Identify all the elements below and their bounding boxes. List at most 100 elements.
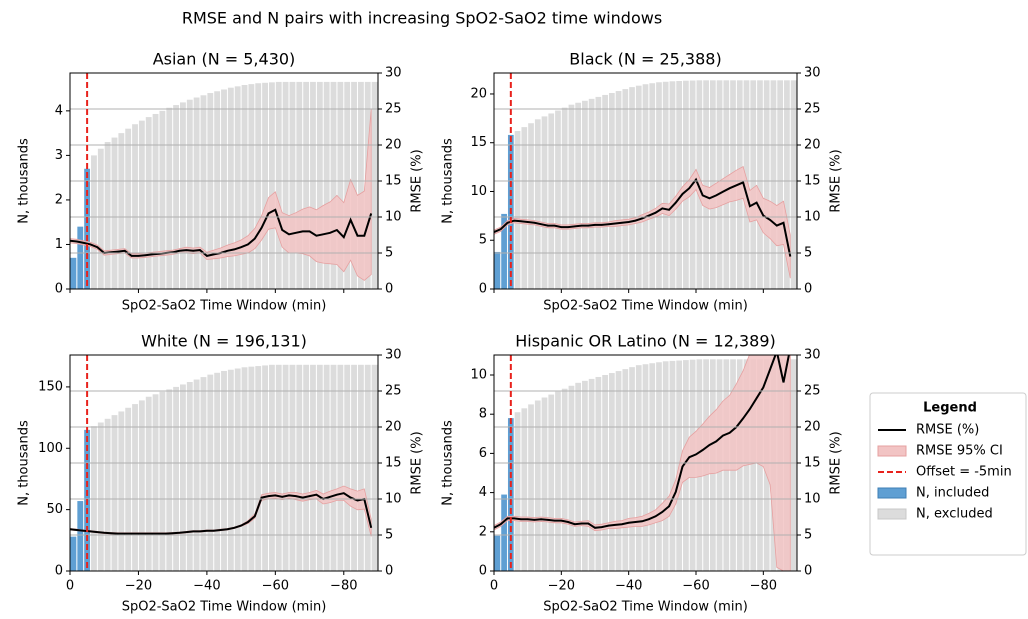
bar-excluded xyxy=(770,80,777,289)
bar-excluded xyxy=(234,86,241,289)
x-tick-label: −60 xyxy=(262,579,289,594)
bar-excluded xyxy=(635,365,642,571)
bar-excluded xyxy=(649,363,656,571)
bar-excluded xyxy=(622,369,629,571)
y2-tick-label: 0 xyxy=(385,282,393,297)
bar-excluded xyxy=(303,364,310,571)
bar-excluded xyxy=(629,87,635,289)
y2-axis-label: RMSE (%) xyxy=(829,431,844,494)
y-tick-label: 50 xyxy=(46,502,63,517)
bar-excluded xyxy=(568,104,575,289)
y-tick-label: 8 xyxy=(479,407,487,422)
bar-excluded xyxy=(676,80,683,289)
bar-excluded xyxy=(207,374,214,571)
bar-excluded xyxy=(656,362,662,571)
x-tick-label: −60 xyxy=(682,579,709,594)
bar-excluded xyxy=(248,84,255,289)
bar-excluded xyxy=(528,404,534,571)
legend-swatch xyxy=(877,445,907,457)
bar-excluded xyxy=(91,155,97,289)
x-axis-label: SpO2-SaO2 Time Window (min) xyxy=(543,299,748,314)
bar-excluded xyxy=(582,100,588,289)
bar-excluded xyxy=(111,415,118,571)
axes-title: Asian (N = 5,430) xyxy=(153,50,296,69)
figure-title: RMSE and N pairs with increasing SpO2-Sa… xyxy=(182,9,662,28)
bar-excluded xyxy=(104,142,111,289)
bar-excluded xyxy=(521,127,528,289)
bar-excluded xyxy=(221,89,227,289)
bar-excluded xyxy=(221,370,227,571)
bar-excluded xyxy=(323,364,330,571)
bar-excluded xyxy=(561,107,568,289)
bar-excluded xyxy=(275,364,282,571)
bar-excluded xyxy=(351,81,357,289)
bar-excluded xyxy=(132,124,138,289)
bar-excluded xyxy=(227,369,234,571)
rmse-line xyxy=(494,177,792,257)
bar-included xyxy=(501,213,507,289)
y2-tick-label: 30 xyxy=(804,66,821,81)
bar-excluded xyxy=(152,394,159,571)
bar-excluded xyxy=(214,372,221,571)
bar-excluded xyxy=(125,128,132,289)
bar-excluded xyxy=(152,113,159,289)
bar-excluded xyxy=(104,418,111,571)
bar-excluded xyxy=(364,364,371,571)
axes-title: Black (N = 25,388) xyxy=(569,50,721,69)
bar-excluded xyxy=(330,364,337,571)
bar-excluded xyxy=(193,379,200,571)
bar-excluded xyxy=(750,80,757,289)
bar-excluded xyxy=(138,120,145,289)
bar-excluded xyxy=(186,99,193,289)
bar-excluded xyxy=(138,400,145,571)
y2-tick-label: 10 xyxy=(385,492,402,507)
y2-tick-label: 15 xyxy=(385,456,402,471)
bar-excluded xyxy=(669,360,676,571)
bar-excluded xyxy=(656,82,662,289)
bar-excluded xyxy=(180,102,186,289)
y2-tick-label: 15 xyxy=(385,174,402,189)
legend-label: Offset = -5min xyxy=(916,465,1012,480)
bar-excluded xyxy=(615,371,622,571)
y-tick-label: 20 xyxy=(470,86,487,101)
y2-tick-label: 20 xyxy=(804,138,821,153)
bar-excluded xyxy=(97,422,104,571)
bar-excluded xyxy=(330,81,337,289)
bar-excluded xyxy=(555,110,561,289)
y2-tick-label: 5 xyxy=(385,528,393,543)
bar-excluded xyxy=(186,382,193,571)
bar-excluded xyxy=(548,113,555,289)
y-tick-label: 3 xyxy=(55,148,63,163)
bar-excluded xyxy=(534,119,541,289)
y-tick-label: 100 xyxy=(38,441,63,456)
bar-excluded xyxy=(173,386,180,571)
bar-excluded xyxy=(514,412,521,571)
bar-excluded xyxy=(602,94,608,289)
bar-excluded xyxy=(608,373,615,571)
bar-excluded xyxy=(118,411,125,571)
bar-excluded xyxy=(323,81,330,289)
bar-excluded xyxy=(282,81,289,289)
y-tick-label: 10 xyxy=(470,184,487,199)
bar-excluded xyxy=(763,80,770,289)
y-tick-label: 0 xyxy=(479,282,487,297)
bar-excluded xyxy=(790,80,797,289)
legend-swatch xyxy=(877,508,907,520)
bar-excluded xyxy=(602,374,608,571)
y-tick-label: 1 xyxy=(55,237,63,252)
bar-excluded xyxy=(310,81,316,289)
bar-excluded xyxy=(214,91,221,289)
bar-excluded xyxy=(111,137,118,289)
y2-tick-label: 30 xyxy=(385,66,402,81)
x-tick-label: 0 xyxy=(490,579,498,594)
bar-excluded xyxy=(262,365,268,571)
bar-excluded xyxy=(310,364,316,571)
bar-excluded xyxy=(180,384,186,571)
y-tick-label: 2 xyxy=(55,192,63,207)
bar-excluded xyxy=(132,404,138,571)
bar-excluded xyxy=(262,82,268,289)
bar-excluded xyxy=(595,96,602,289)
bar-excluded xyxy=(289,364,296,571)
y2-tick-label: 5 xyxy=(385,246,393,261)
y-tick-label: 2 xyxy=(479,524,487,539)
